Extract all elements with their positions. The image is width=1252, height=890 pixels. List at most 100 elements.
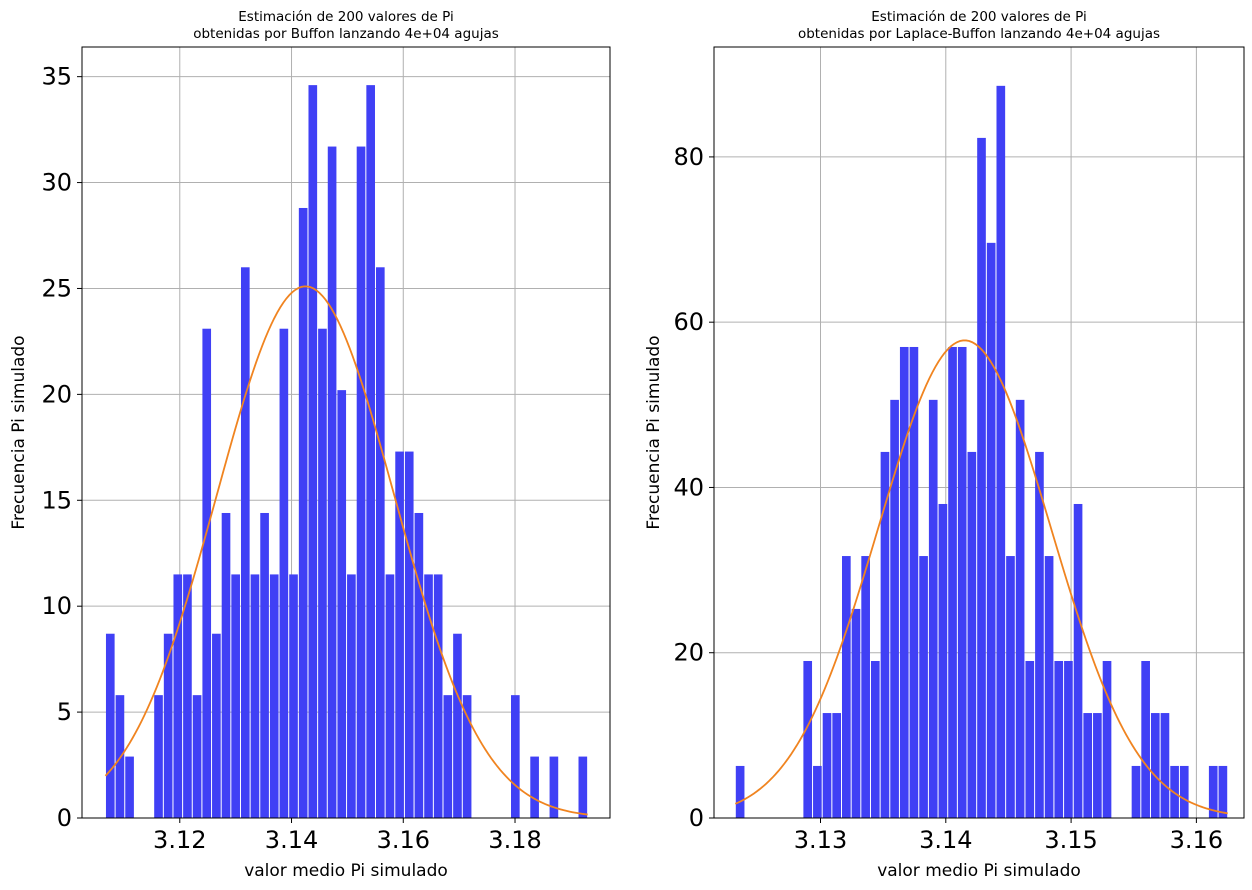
y-tick-label: 30 xyxy=(41,169,72,197)
histogram-bar xyxy=(443,695,453,818)
x-tick-label: 3.16 xyxy=(377,826,430,854)
histogram-bar xyxy=(192,695,202,818)
histogram-bar xyxy=(530,756,539,818)
histogram-bar xyxy=(462,695,472,818)
y-tick-label: 0 xyxy=(57,804,72,832)
x-tick-label: 3.15 xyxy=(1044,826,1097,854)
histogram-bar xyxy=(289,574,298,818)
histogram-bar xyxy=(1102,660,1112,818)
histogram-bar xyxy=(327,146,337,819)
x-tick-label: 3.14 xyxy=(919,826,972,854)
chart-title-line2: obtenidas por Laplace-Buffon lanzando 4e… xyxy=(798,26,1160,42)
x-ticks: 3.13 3.14 3.15 3.16 xyxy=(794,818,1223,854)
histogram-bar xyxy=(1073,503,1083,818)
histogram-bar xyxy=(880,451,890,818)
y-tick-label: 20 xyxy=(41,380,72,408)
histogram-bar xyxy=(996,85,1006,818)
y-axis-label: Frecuencia Pi simulado xyxy=(9,335,29,529)
histogram-bar xyxy=(183,574,192,818)
histogram-bar xyxy=(269,574,279,818)
histogram-bar xyxy=(1179,765,1189,818)
histogram-bar xyxy=(832,713,842,818)
y-tick-label: 5 xyxy=(57,698,72,726)
histogram-bar xyxy=(395,451,404,818)
histogram-bars xyxy=(735,85,1228,818)
chart-title-line1: Estimación de 200 valores de Pi xyxy=(238,9,453,25)
histogram-bar xyxy=(212,633,221,818)
histogram-bar xyxy=(890,399,899,818)
histogram-bar xyxy=(870,660,880,818)
histogram-bar xyxy=(851,608,861,818)
histogram-bar xyxy=(842,556,851,818)
chart-laplace-buffon: 3.13 3.14 3.15 3.16 0 20 40 60 80 Estimación de… xyxy=(644,9,1245,881)
histogram-bar xyxy=(308,85,318,819)
histogram-bar xyxy=(105,633,115,818)
x-tick-label: 3.12 xyxy=(153,826,206,854)
histogram-bar xyxy=(1141,660,1150,818)
plot-frame xyxy=(81,46,611,819)
x-tick-label: 3.13 xyxy=(794,826,847,854)
x-ticks: 3.12 3.14 3.16 3.18 xyxy=(153,818,542,854)
histogram-bar xyxy=(125,756,134,818)
histogram-bar xyxy=(154,695,163,818)
x-tick-label: 3.18 xyxy=(488,826,541,854)
y-tick-label: 0 xyxy=(689,804,704,832)
histogram-bar xyxy=(250,574,260,818)
histogram-bar xyxy=(899,346,909,818)
y-axis-label: Frecuencia Pi simulado xyxy=(644,335,664,529)
histogram-bar xyxy=(453,633,462,818)
chart-title-line1: Estimación de 200 valores de Pi xyxy=(871,9,1086,25)
histogram-bar xyxy=(231,574,240,818)
fit-curve xyxy=(734,339,1228,815)
histogram-bar xyxy=(1160,713,1170,818)
y-tick-label: 10 xyxy=(41,592,72,620)
histogram-bar xyxy=(424,574,433,818)
y-tick-label: 25 xyxy=(41,274,72,302)
chart-buffon: 3.12 3.14 3.16 3.18 0 5 10 15 20 25 30 35 Estimaci… xyxy=(9,9,611,881)
histogram-bar xyxy=(948,346,957,818)
histogram-bar xyxy=(356,146,366,819)
histogram-bar xyxy=(337,390,347,818)
histogram-bar xyxy=(1093,713,1102,818)
histogram-bar xyxy=(813,765,822,818)
histogram-bar xyxy=(909,346,919,818)
plot-frame xyxy=(713,46,1245,819)
histogram-bar xyxy=(221,512,231,818)
histogram-bar xyxy=(385,574,395,818)
histogram-bar xyxy=(1044,556,1054,818)
x-axis-label: valor medio Pi simulado xyxy=(877,861,1081,881)
histogram-bar xyxy=(414,512,424,818)
y-ticks: 0 5 10 15 20 25 30 35 xyxy=(41,63,82,832)
histogram-bar xyxy=(986,242,996,818)
histogram-bar xyxy=(1064,660,1073,818)
histogram-bar xyxy=(1006,556,1015,818)
histogram-bar xyxy=(1015,399,1025,818)
histogram-bar xyxy=(1035,451,1044,818)
y-tick-label: 20 xyxy=(673,639,704,667)
histogram-bar xyxy=(366,85,375,819)
histogram-bar xyxy=(240,267,250,818)
y-tick-label: 15 xyxy=(41,486,72,514)
y-ticks: 0 20 40 60 80 xyxy=(673,143,714,832)
histogram-bar xyxy=(298,207,308,818)
histogram-bar xyxy=(1083,713,1093,818)
y-tick-label: 35 xyxy=(41,63,72,91)
histogram-bar xyxy=(511,695,520,818)
histogram-bar xyxy=(404,451,414,818)
histogram-bar xyxy=(928,399,938,818)
histogram-bar xyxy=(1208,765,1218,818)
y-tick-label: 40 xyxy=(673,473,704,501)
y-tick-label: 60 xyxy=(673,308,704,336)
histogram-bar xyxy=(919,556,928,818)
histogram-bar xyxy=(1131,765,1141,818)
histogram-bar xyxy=(957,346,967,818)
y-tick-label: 80 xyxy=(673,143,704,171)
x-axis-label: valor medio Pi simulado xyxy=(244,861,448,881)
histogram-bar xyxy=(163,633,173,818)
chart-title-line2: obtenidas por Buffon lanzando 4e+04 aguj… xyxy=(193,26,499,42)
histogram-bar xyxy=(977,137,986,818)
histogram-bar xyxy=(1025,660,1035,818)
histogram-bar xyxy=(549,756,559,818)
